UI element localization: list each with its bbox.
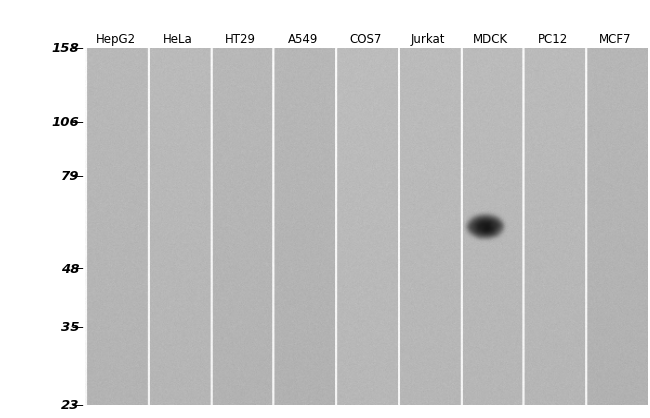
Text: 158: 158 [51,41,79,55]
Text: —: — [72,321,83,334]
Text: 35: 35 [61,321,79,334]
Text: HT29: HT29 [225,33,256,46]
Text: HeLa: HeLa [163,33,193,46]
Text: MCF7: MCF7 [599,33,632,46]
Text: —: — [72,399,83,412]
Text: A549: A549 [288,33,318,46]
Text: PC12: PC12 [538,33,568,46]
Text: —: — [72,41,83,55]
Text: —: — [72,263,83,275]
Text: —: — [72,170,83,183]
Text: 23: 23 [61,399,79,412]
Text: 48: 48 [61,263,79,275]
Text: MDCK: MDCK [473,33,508,46]
Text: —: — [72,116,83,129]
Text: COS7: COS7 [350,33,382,46]
Text: 106: 106 [51,116,79,129]
Text: HepG2: HepG2 [96,33,136,46]
Text: 79: 79 [61,170,79,183]
Text: Jurkat: Jurkat [411,33,445,46]
